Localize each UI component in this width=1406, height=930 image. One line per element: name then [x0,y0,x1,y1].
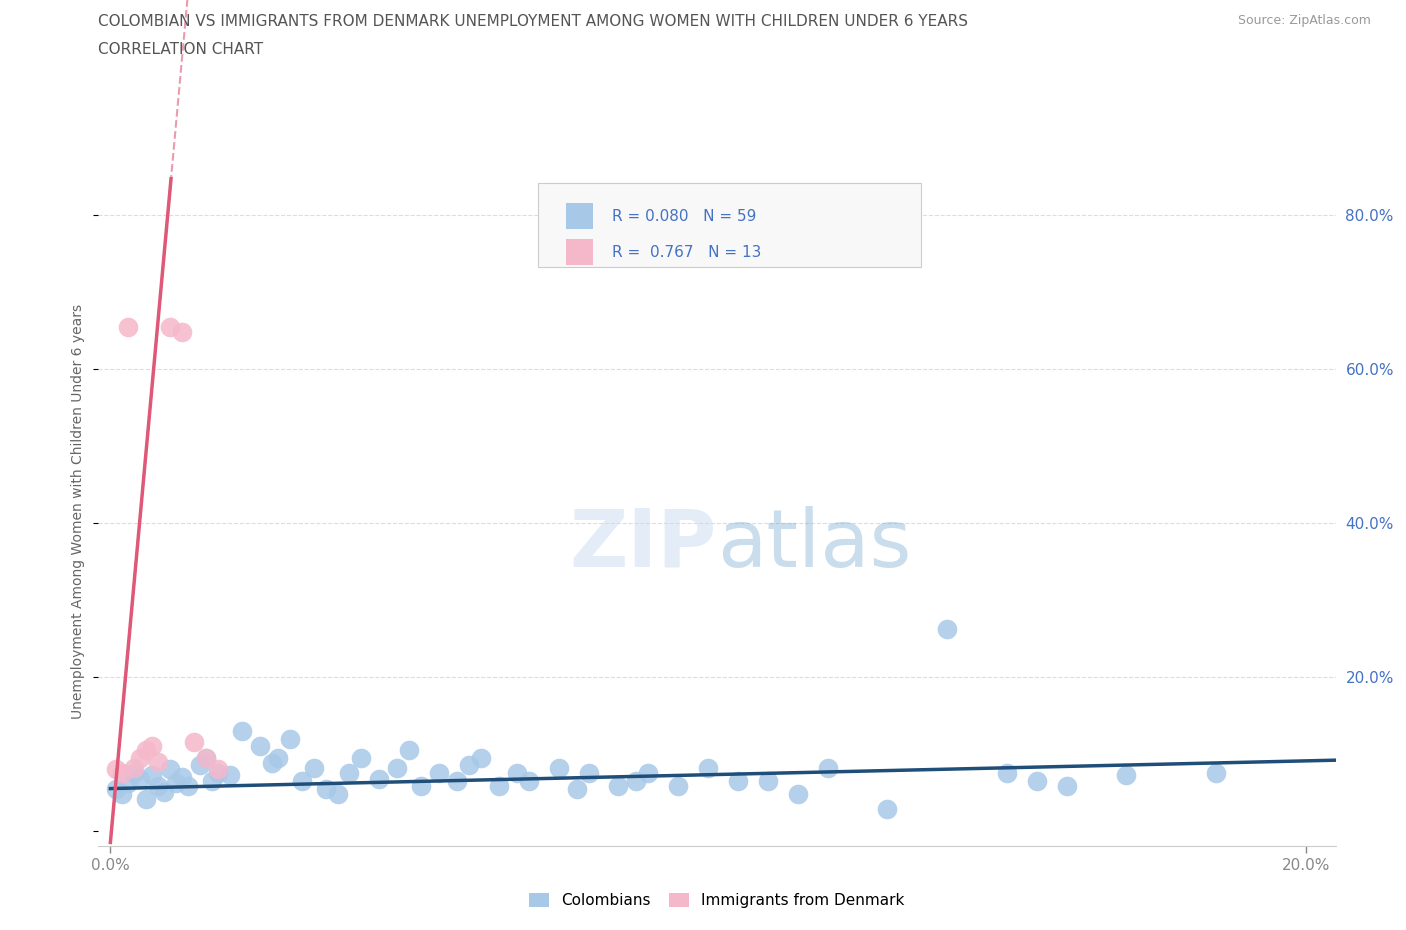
Point [697,761,720,776]
Point [446,774,468,789]
Point [350,751,373,765]
Point [626,774,648,789]
Point [506,765,529,780]
Point [578,765,600,780]
FancyBboxPatch shape [567,240,593,265]
Point [117,319,139,334]
Point [458,758,481,773]
Text: R = 0.080   N = 59: R = 0.080 N = 59 [612,208,756,223]
Point [786,787,808,802]
Point [135,743,157,758]
Point [326,787,349,802]
Text: atlas: atlas [717,506,911,584]
Point [1025,774,1047,789]
Point [117,776,139,790]
Point [177,778,200,793]
Point [1205,765,1227,780]
Text: COLOMBIAN VS IMMIGRANTS FROM DENMARK UNEMPLOYMENT AMONG WOMEN WITH CHILDREN UNDE: COLOMBIAN VS IMMIGRANTS FROM DENMARK UNE… [98,14,969,29]
Point [159,762,181,777]
Text: CORRELATION CHART: CORRELATION CHART [98,42,263,57]
Point [111,765,134,780]
Point [727,774,749,789]
Point [817,761,839,776]
Point [129,751,152,765]
Point [172,325,194,339]
Point [219,768,242,783]
Point [607,778,630,793]
Point [876,802,898,817]
Point [124,761,146,776]
Point [111,787,134,802]
Point [183,735,205,750]
Point [141,768,163,783]
Text: ZIP: ZIP [569,506,717,584]
Point [188,758,211,773]
Point [201,774,224,789]
Point [129,771,152,786]
Point [411,778,433,793]
Point [291,774,314,789]
Point [148,754,170,769]
Point [637,765,659,780]
Point [165,776,187,790]
Point [141,738,163,753]
Point [488,778,510,793]
Point [124,765,146,780]
Point [172,770,194,785]
Point [368,771,391,786]
Y-axis label: Unemployment Among Women with Children Under 6 years: Unemployment Among Women with Children U… [70,304,84,719]
Point [339,765,361,780]
Point [135,791,157,806]
Point [207,765,229,780]
Point [195,751,218,765]
FancyBboxPatch shape [537,183,921,267]
Point [470,751,492,765]
Point [105,762,128,777]
Point [565,781,588,796]
Point [427,765,450,780]
Text: Source: ZipAtlas.com: Source: ZipAtlas.com [1237,14,1371,27]
Point [315,781,337,796]
Point [249,738,271,753]
Point [1056,778,1078,793]
Point [153,785,176,800]
Point [278,731,301,746]
Point [302,761,325,776]
Point [195,751,218,765]
Point [666,778,689,793]
Point [159,319,181,334]
Point [547,761,569,776]
Point [260,756,283,771]
Point [387,761,409,776]
FancyBboxPatch shape [567,204,593,229]
Point [148,778,170,793]
Legend: Colombians, Immigrants from Denmark: Colombians, Immigrants from Denmark [522,885,912,916]
Point [936,622,959,637]
Point [267,751,290,765]
Point [398,743,420,758]
Point [231,724,253,738]
Point [517,774,540,789]
Point [995,765,1018,780]
Point [207,762,229,777]
Point [1115,768,1137,783]
Point [105,781,128,796]
Text: R =  0.767   N = 13: R = 0.767 N = 13 [612,245,761,259]
Point [756,774,779,789]
